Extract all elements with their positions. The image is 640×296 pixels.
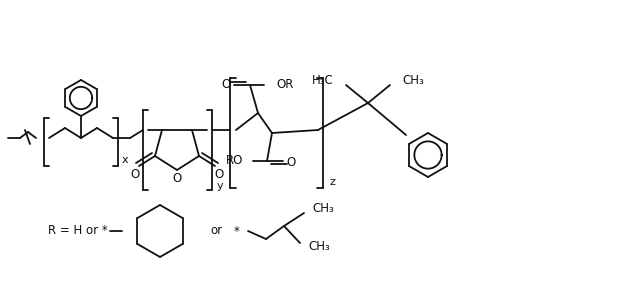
Text: z: z	[329, 177, 335, 187]
Text: or: or	[210, 224, 222, 237]
Text: x: x	[122, 155, 128, 165]
Text: y: y	[217, 181, 223, 191]
Text: CH₃: CH₃	[402, 75, 424, 88]
Text: CH₃: CH₃	[312, 202, 333, 215]
Text: O: O	[221, 78, 230, 91]
Text: O: O	[286, 155, 296, 168]
Text: O: O	[131, 168, 140, 181]
Text: *: *	[234, 224, 240, 237]
Text: O: O	[172, 173, 182, 186]
Text: RO: RO	[226, 155, 243, 168]
Text: R = H or *: R = H or *	[48, 224, 108, 237]
Text: OR: OR	[276, 78, 293, 91]
Text: O: O	[214, 168, 223, 181]
Text: H₃C: H₃C	[312, 75, 334, 88]
Text: CH₃: CH₃	[308, 240, 330, 253]
